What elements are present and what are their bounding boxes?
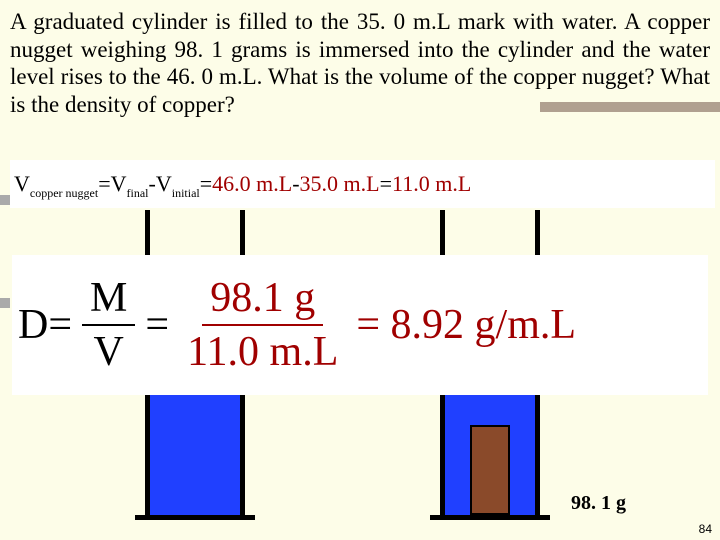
density-result: = 8.92 g/m.L: [356, 301, 576, 349]
v-subscript: copper nugget: [30, 186, 98, 201]
copper-nugget: [470, 425, 510, 515]
volume-result: 11.0 m.L: [392, 171, 471, 197]
decorative-bar-left-2: [0, 298, 10, 308]
volume-value: 11.0 m.L: [179, 326, 346, 376]
mass-value: 98.1 g: [202, 274, 323, 326]
page-number: 84: [699, 522, 712, 536]
decorative-bar-left-1: [0, 195, 10, 205]
volume-equation: V copper nugget = V final - V initial = …: [10, 160, 715, 208]
density-equation: D = M V = 98.1 g 11.0 m.L = 8.92 g/m.L: [12, 255, 708, 395]
nugget-mass-label: 98. 1 g: [563, 490, 634, 517]
decorative-bar-top: [540, 102, 720, 112]
vinitial-value: 35.0 m.L: [300, 171, 380, 197]
vfinal-value: 46.0 m.L: [212, 171, 292, 197]
v-symbol: V: [14, 171, 30, 197]
d-symbol: D: [18, 301, 48, 349]
